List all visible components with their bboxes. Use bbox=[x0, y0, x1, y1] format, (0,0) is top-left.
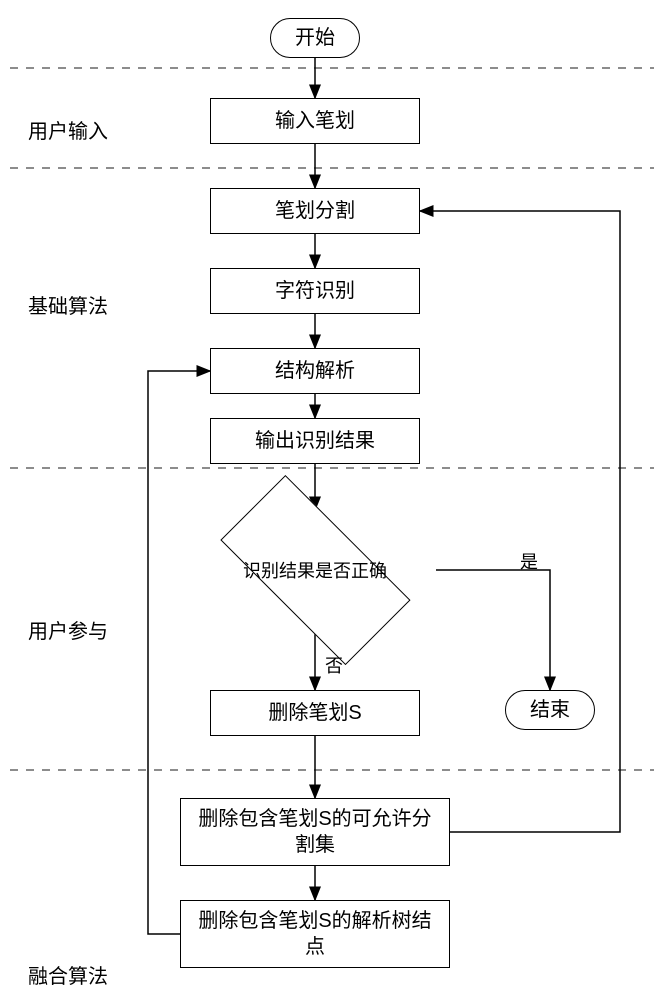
section-label-sec1: 用户输入 bbox=[28, 115, 108, 144]
node-input: 输入笔划 bbox=[210, 98, 420, 144]
node-end: 结束 bbox=[505, 690, 595, 730]
section-label-sec2: 基础算法 bbox=[28, 290, 108, 319]
node-output: 输出识别结果 bbox=[210, 418, 420, 464]
section-label-sec3: 用户参与 bbox=[28, 615, 108, 644]
node-decide: 识别结果是否正确 bbox=[190, 505, 440, 635]
section-label-sec4: 融合算法 bbox=[28, 960, 108, 989]
edge-label-decide-del_s: 否 bbox=[325, 652, 343, 678]
edge-del_set-seg bbox=[420, 211, 620, 832]
edge-label-decide-end: 是 bbox=[520, 548, 538, 574]
node-parse: 结构解析 bbox=[210, 348, 420, 394]
node-del_tree: 删除包含笔划S的解析树结点 bbox=[180, 900, 450, 968]
edge-decide-end bbox=[436, 570, 550, 690]
node-label-decide: 识别结果是否正确 bbox=[190, 505, 440, 635]
node-seg: 笔划分割 bbox=[210, 188, 420, 234]
flowchart-canvas: 开始输入笔划笔划分割字符识别结构解析输出识别结果识别结果是否正确删除笔划S 结束删… bbox=[0, 0, 664, 1000]
node-del_set: 删除包含笔划S的可允许分割集 bbox=[180, 798, 450, 866]
node-del_s: 删除笔划S bbox=[210, 690, 420, 736]
node-rec: 字符识别 bbox=[210, 268, 420, 314]
node-start: 开始 bbox=[270, 18, 360, 58]
